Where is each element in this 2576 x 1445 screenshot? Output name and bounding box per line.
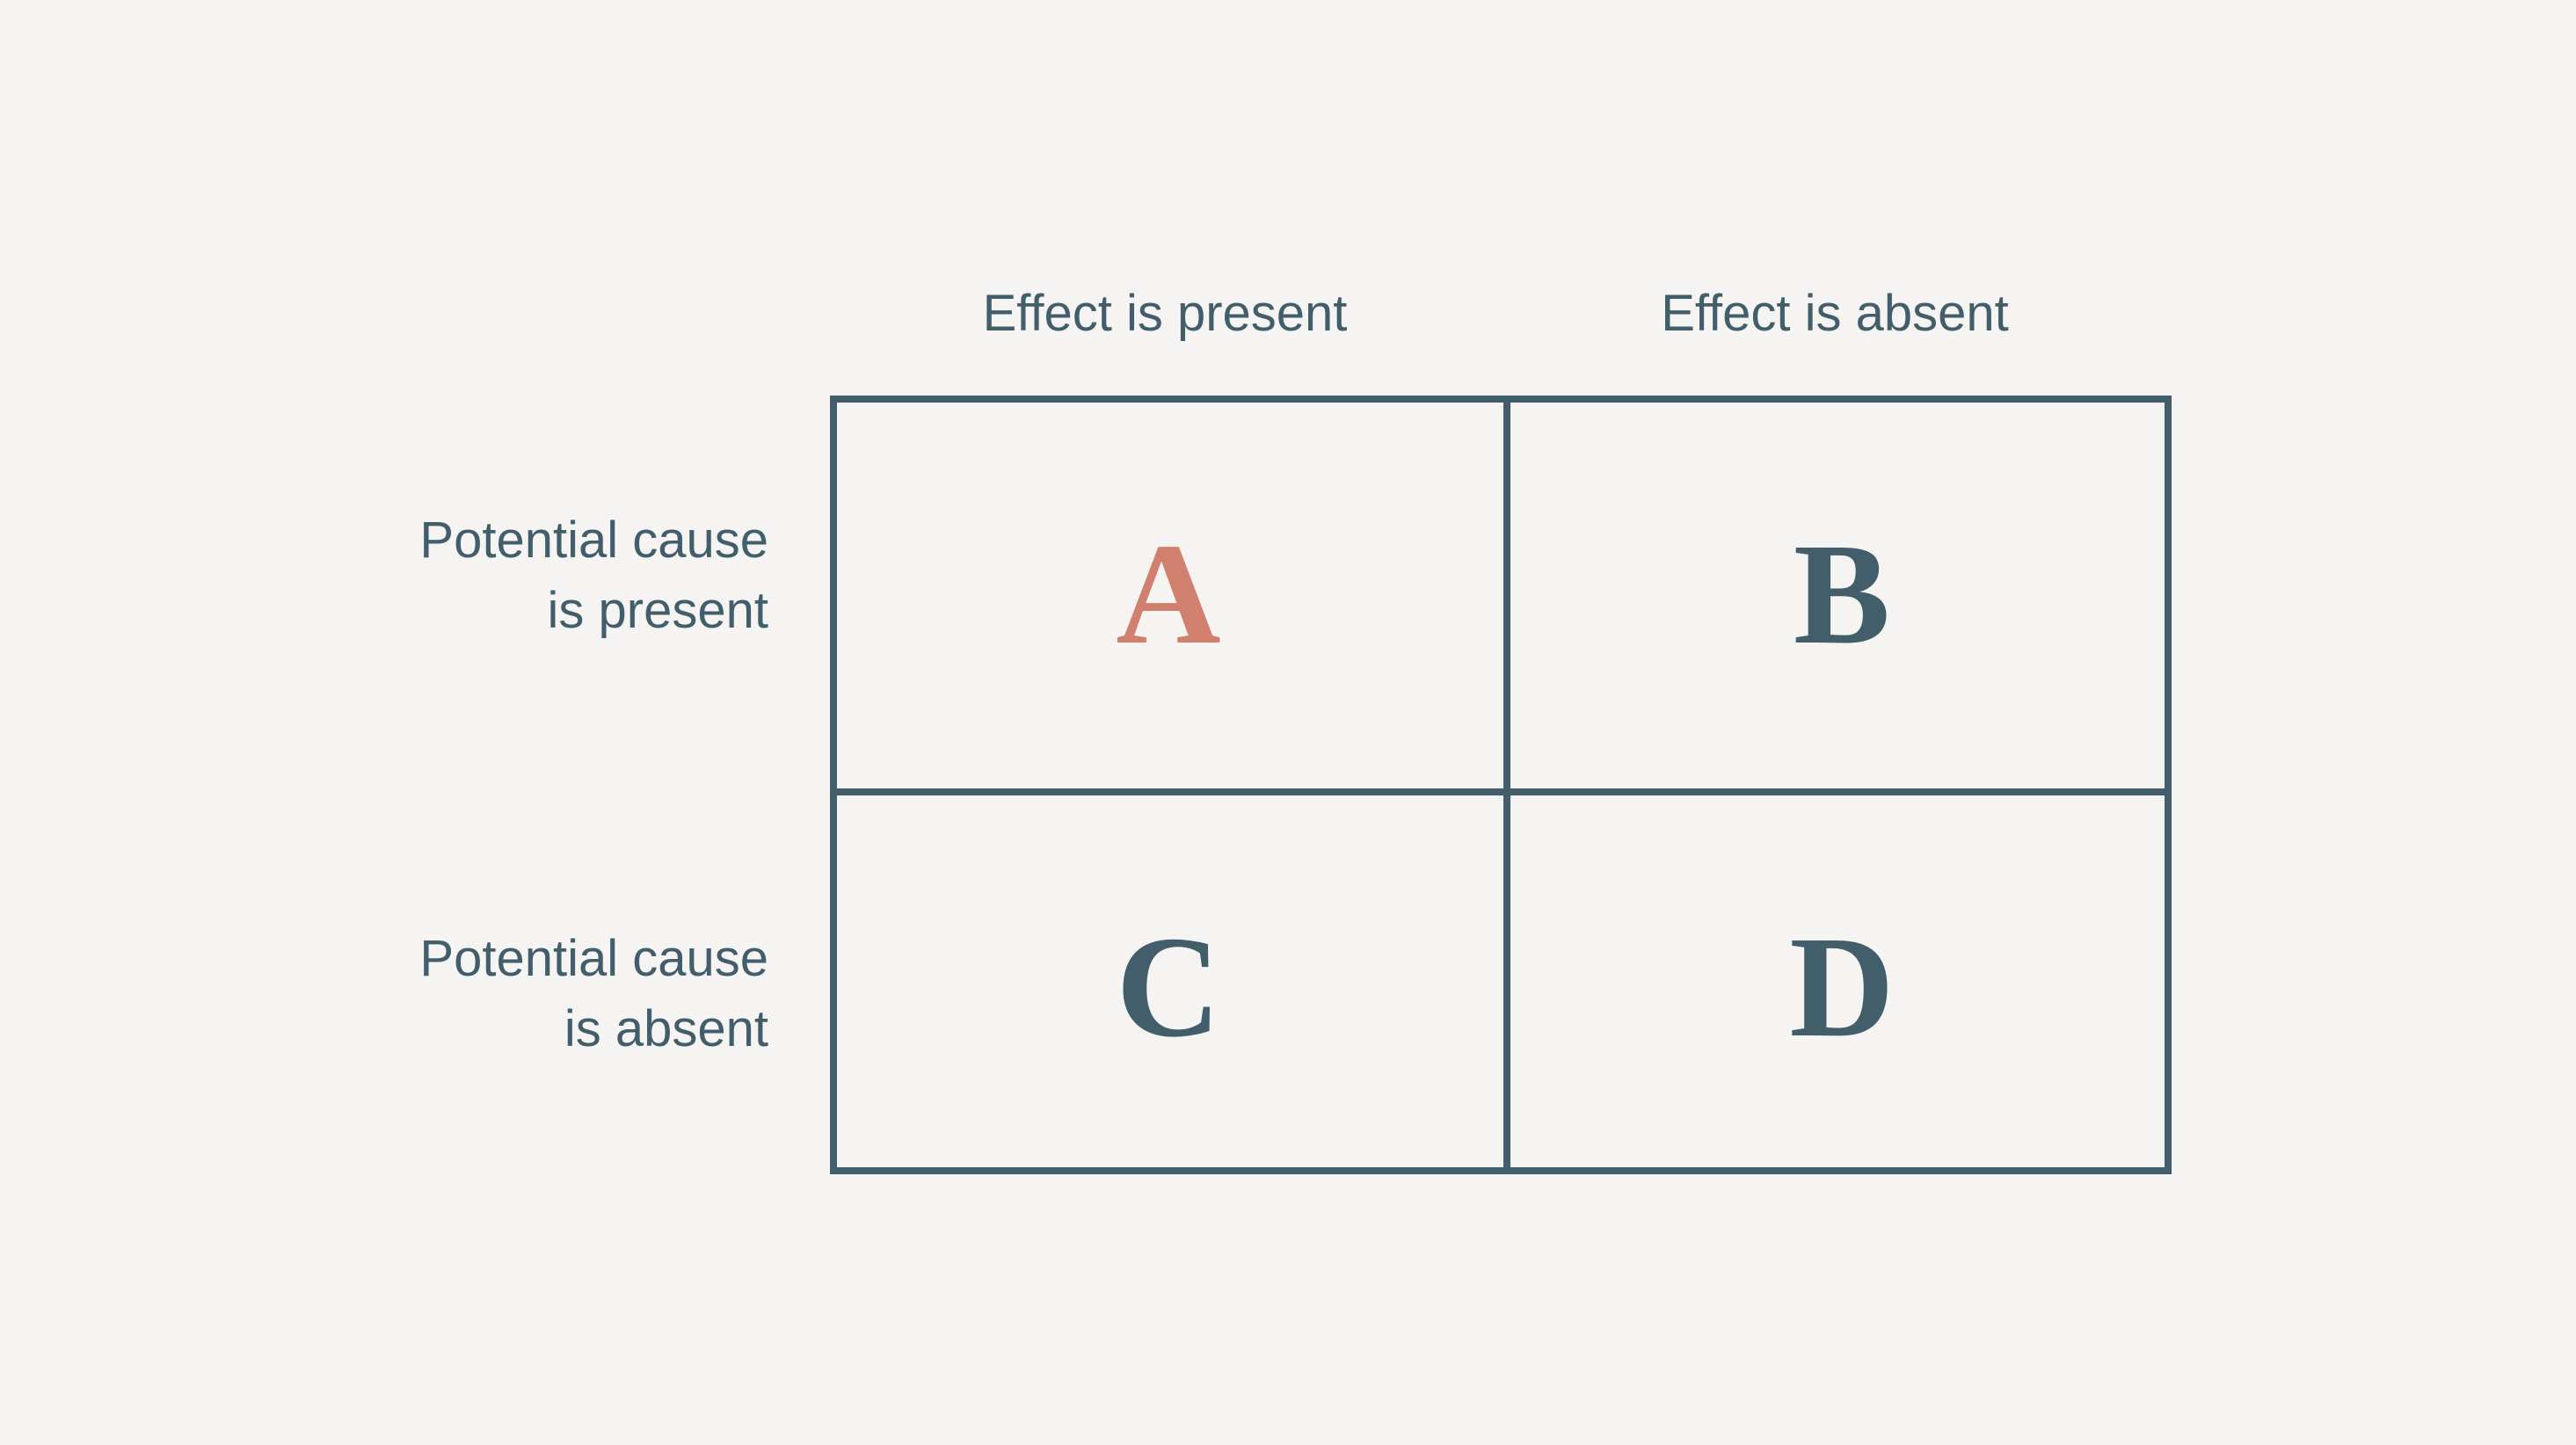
row-header-line: Potential cause — [419, 512, 768, 569]
cell-c: C — [1116, 905, 1221, 1067]
row-header-line: is absent — [564, 1000, 768, 1057]
cell-d: D — [1789, 905, 1895, 1067]
column-header-effect-present: Effect is present — [982, 285, 1348, 342]
row-header-line: Potential cause — [419, 930, 768, 987]
grid-horizontal-divider — [837, 788, 2165, 795]
contingency-grid: A B C D — [830, 396, 2172, 1174]
grid-vertical-divider — [1503, 403, 1510, 1167]
column-header-effect-absent: Effect is absent — [1661, 285, 2009, 342]
row-header-cause-absent: Potential cause is absent — [241, 924, 768, 1064]
row-header-line: is present — [547, 582, 768, 639]
cell-a: A — [1116, 512, 1221, 674]
cell-b: B — [1793, 512, 1891, 674]
row-header-cause-present: Potential cause is present — [241, 505, 768, 646]
